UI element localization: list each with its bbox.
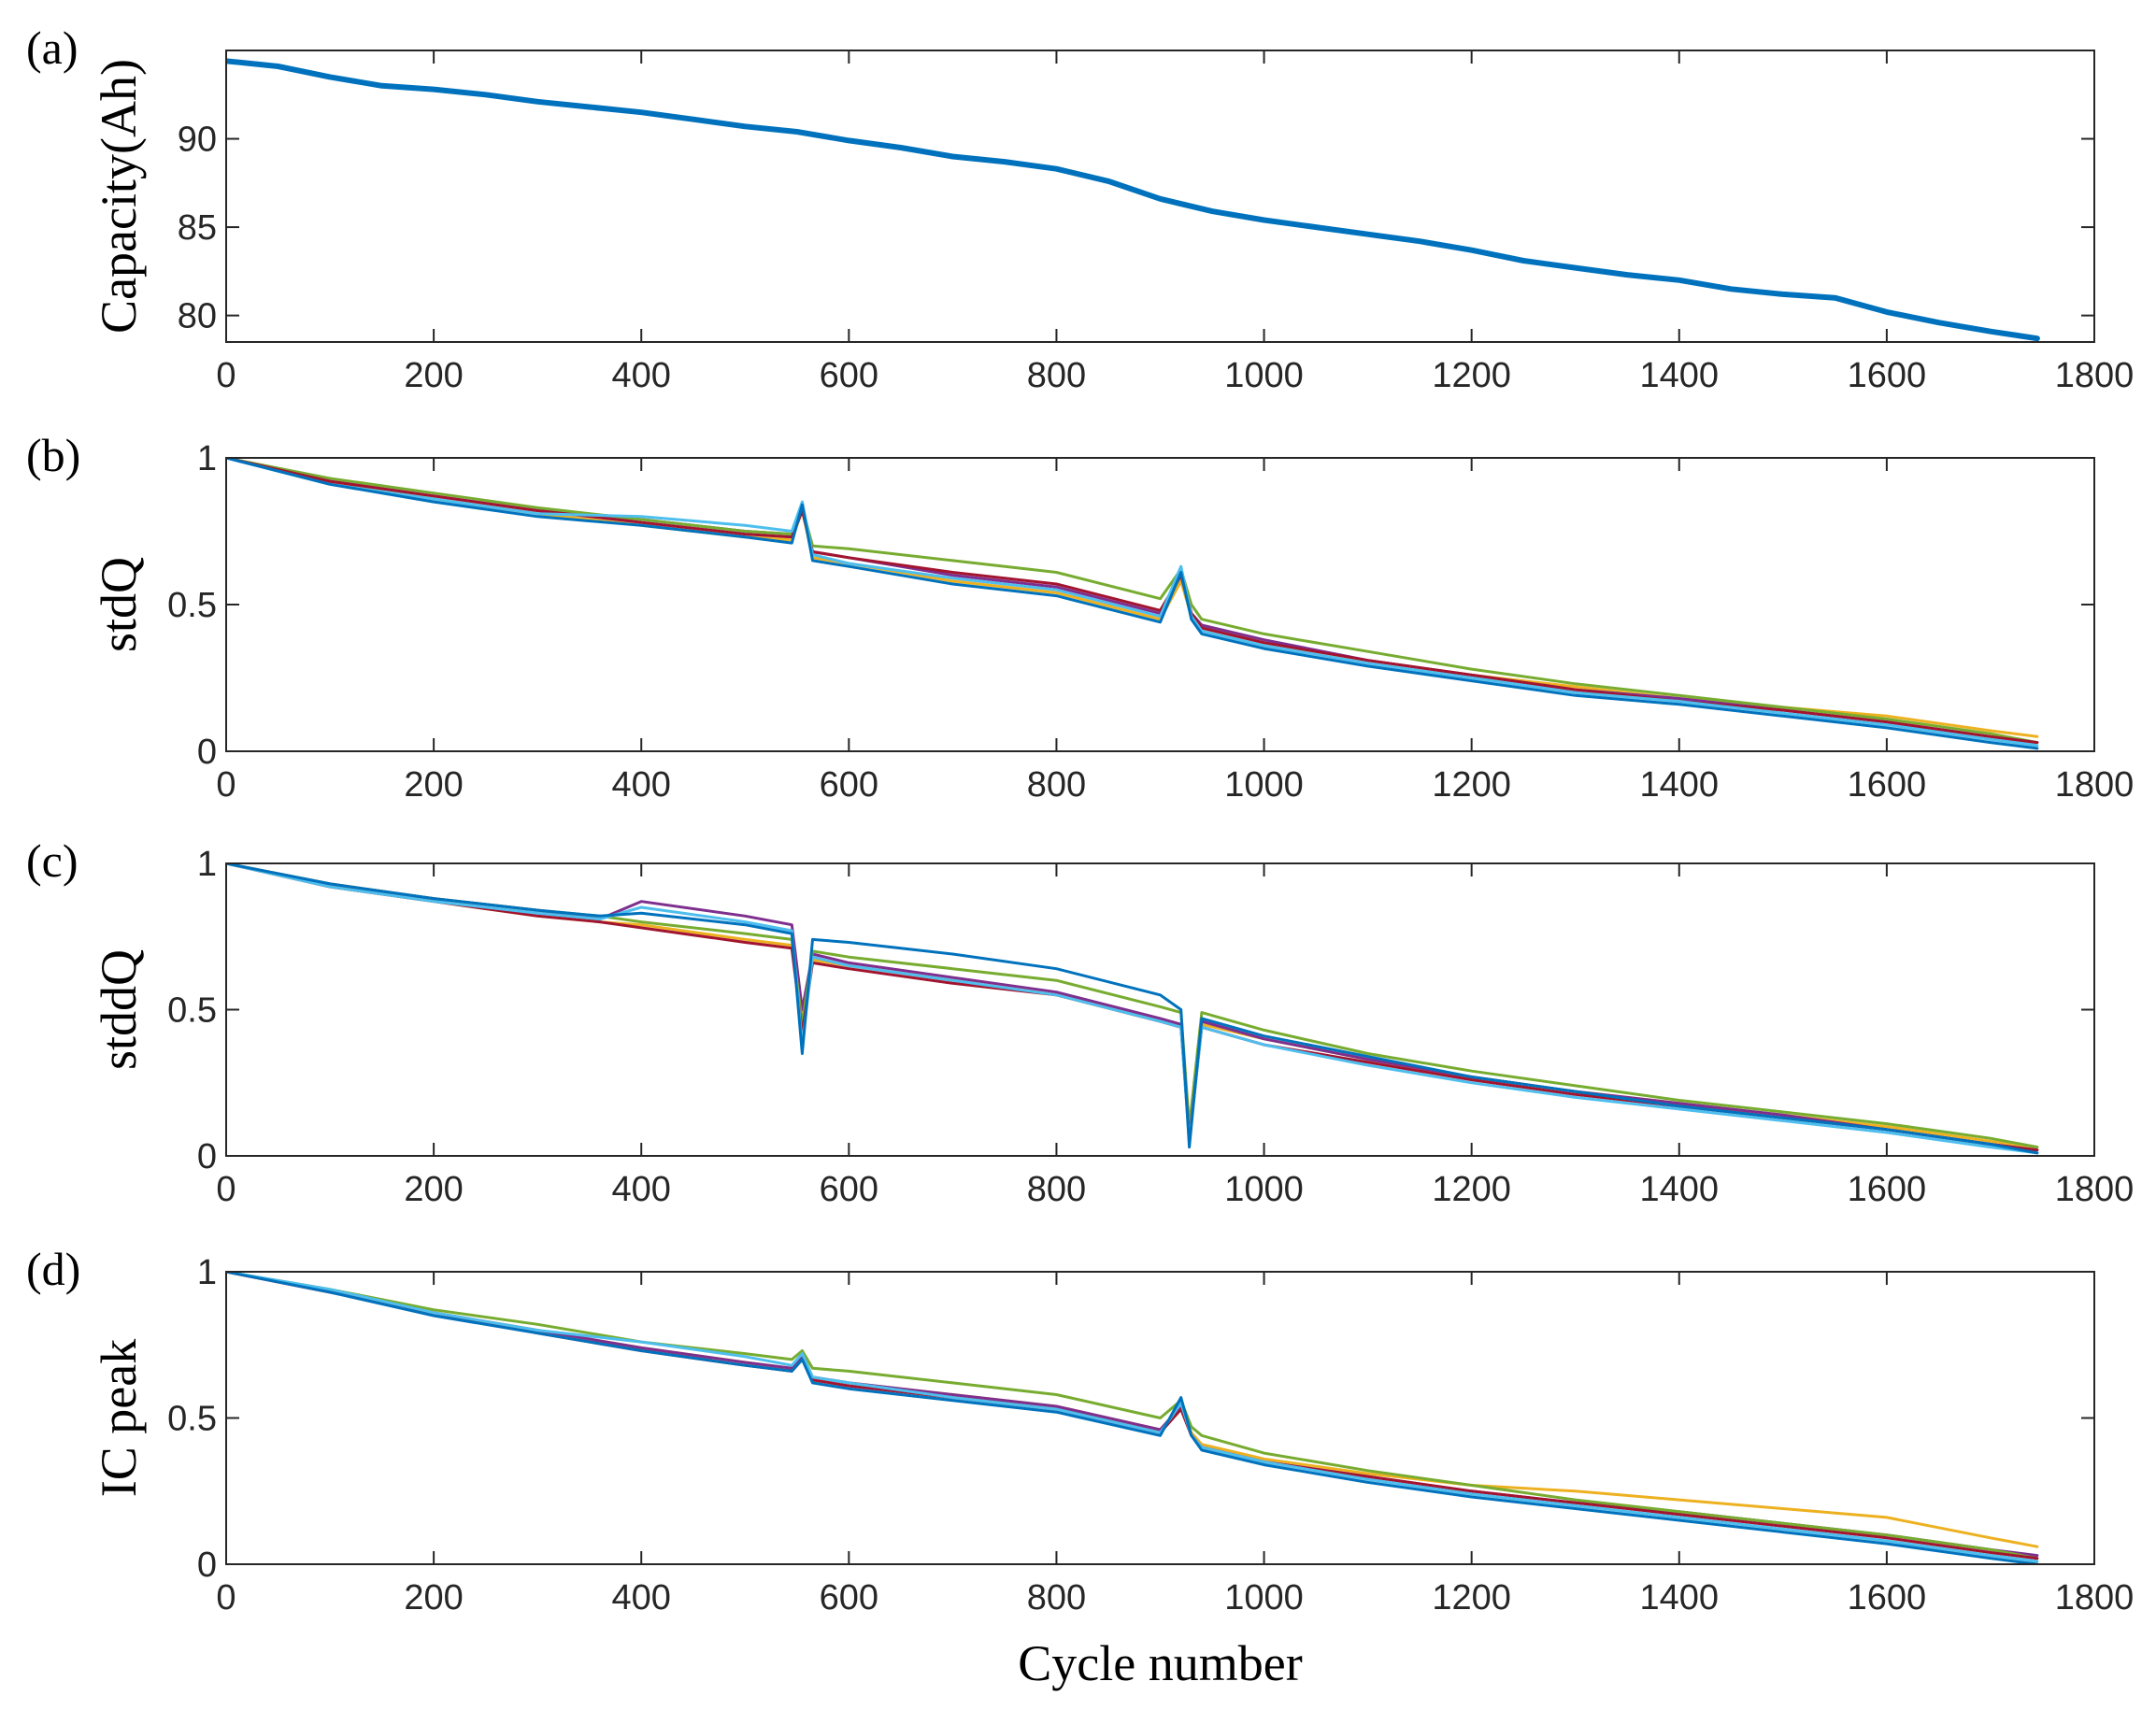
- x-tick-label: 200: [404, 765, 463, 805]
- x-tick-label: 1200: [1432, 765, 1511, 805]
- x-axis-label: Cycle number: [1018, 1635, 1302, 1691]
- x-tick-label: 800: [1027, 765, 1086, 805]
- x-tick-label: 800: [1027, 1170, 1086, 1209]
- panel-label: (a): [26, 21, 79, 74]
- x-tick-label: 400: [612, 356, 671, 395]
- panel-d: 0 200 400 600 800 1000 1200 1400 1600 1800 0 0.5 1 IC…: [26, 1243, 2134, 1617]
- x-tick-label: 600: [820, 1170, 878, 1209]
- x-tick-label: 800: [1027, 1578, 1086, 1617]
- y-tick-label: 1: [197, 1253, 217, 1292]
- x-tick-label: 0: [216, 356, 236, 395]
- x-tick-label: 800: [1027, 356, 1086, 395]
- series-line-b-1: [226, 458, 2039, 738]
- y-axis-label: IC peak: [91, 1339, 147, 1497]
- x-tick-label: 1800: [2055, 356, 2135, 395]
- series-line-c-5: [226, 863, 2039, 1155]
- x-tick-label: 1600: [1848, 356, 1927, 395]
- series-line-d-2: [226, 1272, 2039, 1558]
- y-axis-label: Capacity(Ah): [91, 59, 147, 334]
- series-group: [226, 458, 2039, 750]
- x-tick-label: 600: [820, 1578, 878, 1617]
- y-tick-label: 90: [178, 121, 217, 160]
- x-tick-label: 1200: [1432, 356, 1511, 395]
- panel-b: 0 200 400 600 800 1000 1200 1400 1600 1800 0 0.5 1 st…: [26, 429, 2134, 805]
- x-tick-label: 1000: [1224, 765, 1304, 805]
- x-tick-label: 400: [612, 765, 671, 805]
- x-tick-label: 1200: [1432, 1578, 1511, 1617]
- axes-frame: [225, 457, 2095, 752]
- series-group: [226, 58, 2040, 342]
- y-axis-label: stddQ: [91, 949, 147, 1070]
- x-tick-label: 1000: [1224, 1578, 1304, 1617]
- y-axis-label: stdQ: [91, 557, 147, 652]
- y-tick-label: 0.5: [167, 991, 217, 1031]
- x-tick-label: 1200: [1432, 1170, 1511, 1209]
- panel-label: (d): [26, 1243, 80, 1295]
- series-line-b-4: [226, 458, 2039, 745]
- x-tick-label: 600: [820, 356, 878, 395]
- x-tick-label: 200: [404, 356, 463, 395]
- panel-c: 0 200 400 600 800 1000 1200 1400 1600 1800 0 0.5 1 st…: [26, 834, 2134, 1209]
- x-tick-label: 1000: [1224, 1170, 1304, 1209]
- y-tick-label: 80: [178, 297, 217, 336]
- series-group: [226, 863, 2039, 1155]
- x-tick-label: 0: [216, 1170, 236, 1209]
- x-tick-label: 1600: [1848, 1170, 1927, 1209]
- y-tick-label: 0.5: [167, 586, 217, 625]
- x-tick-label: 400: [612, 1578, 671, 1617]
- panel-a: 0 200 400 600 800 1000 1200 1400 1600 1800 80 85 90 C…: [26, 21, 2134, 395]
- y-tick-label: 1: [197, 845, 217, 884]
- series-line-d-6: [226, 1272, 2039, 1564]
- x-tick-label: 1800: [2055, 1578, 2135, 1617]
- series-line-a-1: [226, 58, 2040, 342]
- series-line-d-5: [226, 1272, 2039, 1563]
- x-tick-label: 1800: [2055, 765, 2135, 805]
- series-line-b-5: [226, 458, 2039, 748]
- x-tick-label: 1400: [1640, 356, 1720, 395]
- x-tick-label: 1000: [1224, 356, 1304, 395]
- y-tick-label: 1: [197, 439, 217, 478]
- series-line-b-3: [226, 458, 2039, 745]
- x-tick-label: 1600: [1848, 765, 1927, 805]
- axes-frame: [225, 50, 2095, 343]
- y-tick-label: 85: [178, 208, 217, 248]
- panel-label: (b): [26, 429, 80, 481]
- series-line-b-2: [226, 458, 2039, 745]
- x-tick-label: 1400: [1640, 1170, 1720, 1209]
- series-line-d-1: [226, 1272, 2039, 1548]
- x-tick-label: 400: [612, 1170, 671, 1209]
- x-tick-label: 0: [216, 765, 236, 805]
- x-tick-label: 1400: [1640, 765, 1720, 805]
- x-tick-label: 0: [216, 1578, 236, 1617]
- x-tick-label: 1800: [2055, 1170, 2135, 1209]
- y-tick-label: 0: [197, 1546, 217, 1585]
- x-tick-label: 200: [404, 1170, 463, 1209]
- x-tick-label: 1600: [1848, 1578, 1927, 1617]
- series-line-b-6: [226, 458, 2039, 750]
- y-tick-label: 0: [197, 733, 217, 772]
- x-tick-label: 600: [820, 765, 878, 805]
- y-tick-label: 0: [197, 1137, 217, 1176]
- x-tick-label: 1400: [1640, 1578, 1720, 1617]
- series-line-d-4: [226, 1272, 2039, 1560]
- y-tick-label: 0.5: [167, 1400, 217, 1439]
- series-line-d-3: [226, 1272, 2039, 1560]
- series-line-c-6: [226, 863, 2039, 1155]
- x-tick-label: 200: [404, 1578, 463, 1617]
- series-group: [226, 1272, 2039, 1564]
- panel-label: (c): [26, 834, 79, 887]
